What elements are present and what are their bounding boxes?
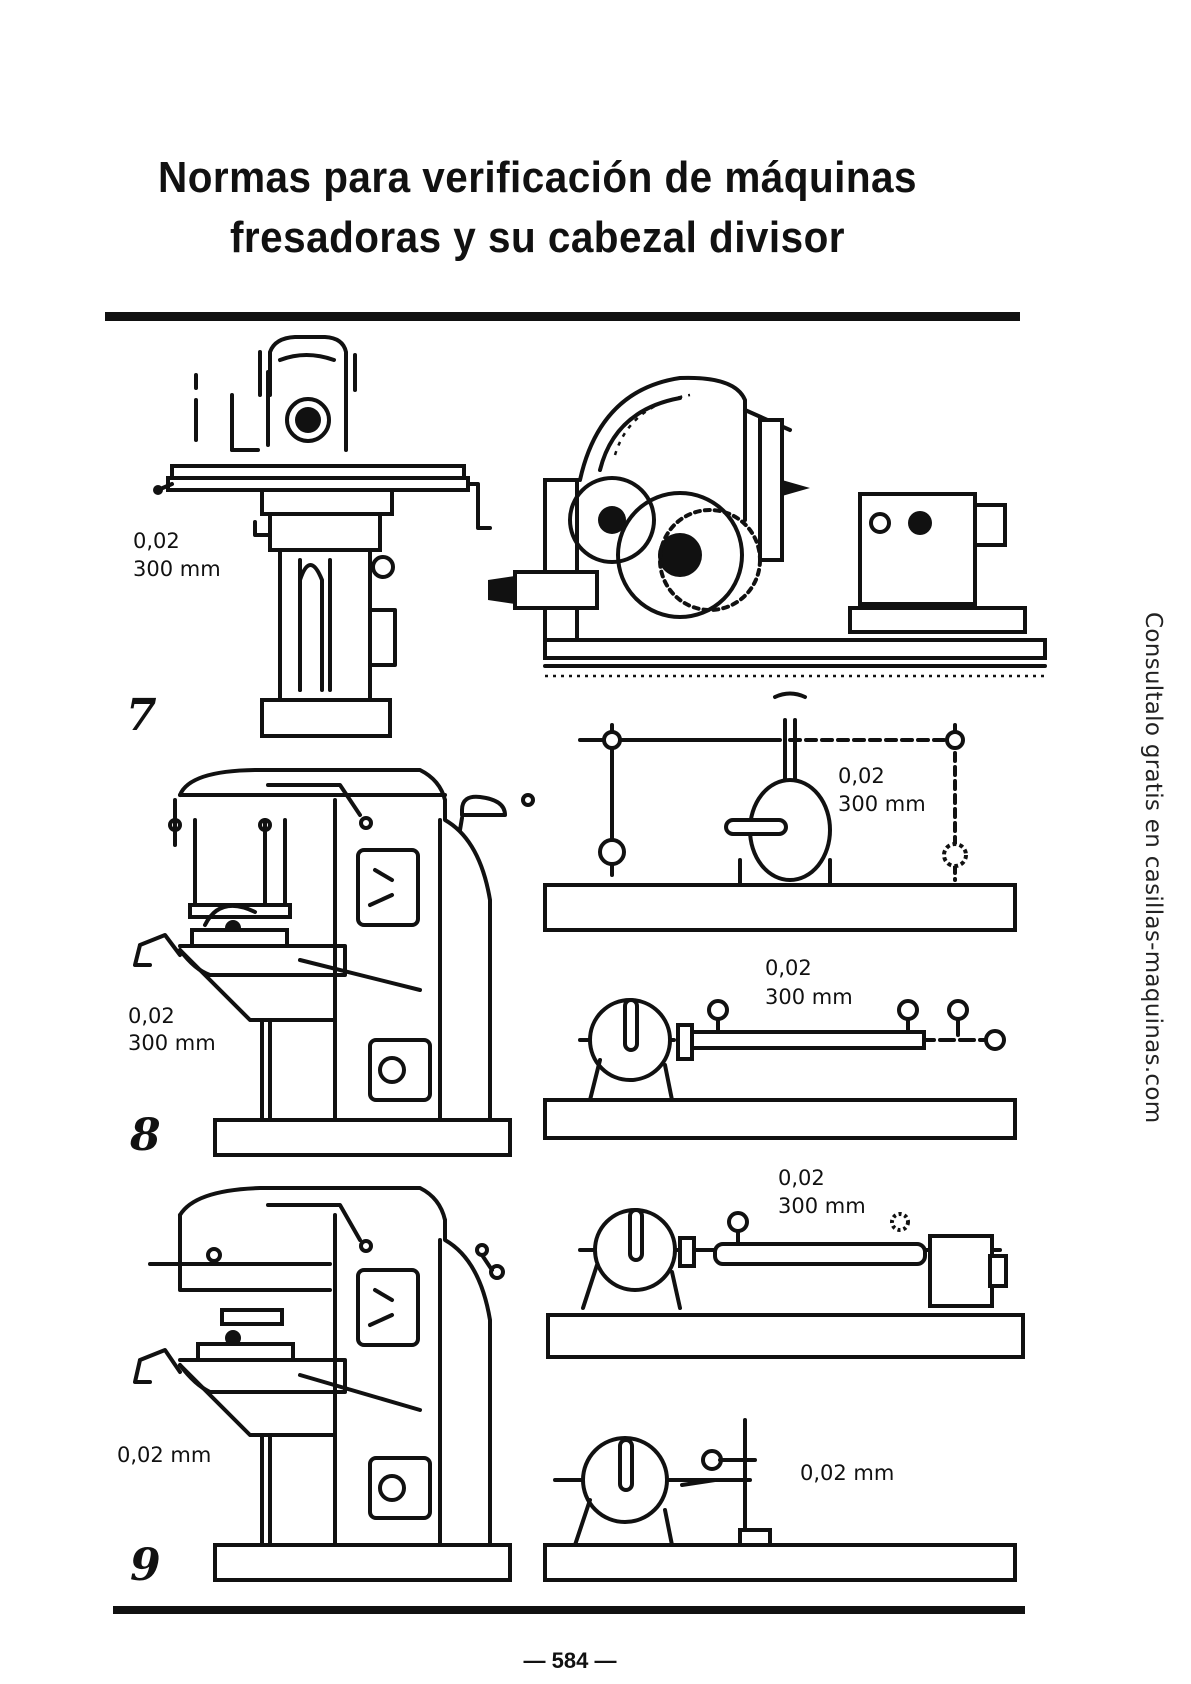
figure-number-7: 7 [126, 690, 157, 741]
panel-3-tolerance-length: 300 mm [778, 1194, 866, 1218]
top-rule [105, 312, 1020, 321]
panel-3-tolerance-value: 0,02 [778, 1166, 825, 1190]
panel-2-arbor-runout [543, 998, 1017, 1140]
fig7-dividing-head-assembly [488, 375, 1047, 699]
fig7-tolerance-length: 300 mm [133, 557, 221, 581]
bottom-rule [113, 1606, 1025, 1614]
title-line-2: fresadoras y su cabezal divisor [229, 213, 845, 262]
page-number: — 584 — [523, 1648, 617, 1673]
panel-4-head-indicator [543, 1418, 1017, 1582]
panel-1-alignment-setup [543, 718, 1017, 932]
figure-number-8: 8 [130, 1110, 161, 1161]
fig7-milling-machine-front [153, 335, 492, 738]
panel-3-arbor-tailstock [546, 1208, 1025, 1359]
fig8-milling-machine-side [133, 768, 535, 1157]
page-title: Normas para verificación de máquinas fre… [43, 148, 1032, 268]
panel-1-tolerance-length: 300 mm [838, 792, 926, 816]
fig8-tolerance-length: 300 mm [128, 1031, 216, 1055]
title-line-1: Normas para verificación de máquinas [158, 153, 917, 202]
fig8-tolerance-value: 0,02 [128, 1004, 175, 1028]
panel-1-tolerance-value: 0,02 [838, 764, 885, 788]
fig9-milling-machine-side [133, 1186, 512, 1582]
fig9-tolerance: 0,02 mm [117, 1443, 212, 1467]
side-watermark: Consultalo gratis en casillas-maquinas.c… [1140, 612, 1166, 1124]
panel-2-tolerance-value: 0,02 [765, 956, 812, 980]
panel-2-tolerance-length: 300 mm [765, 985, 853, 1009]
figure-number-9: 9 [130, 1540, 161, 1591]
fig7-tolerance-value: 0,02 [133, 529, 180, 553]
panel-4-tolerance: 0,02 mm [800, 1461, 895, 1485]
